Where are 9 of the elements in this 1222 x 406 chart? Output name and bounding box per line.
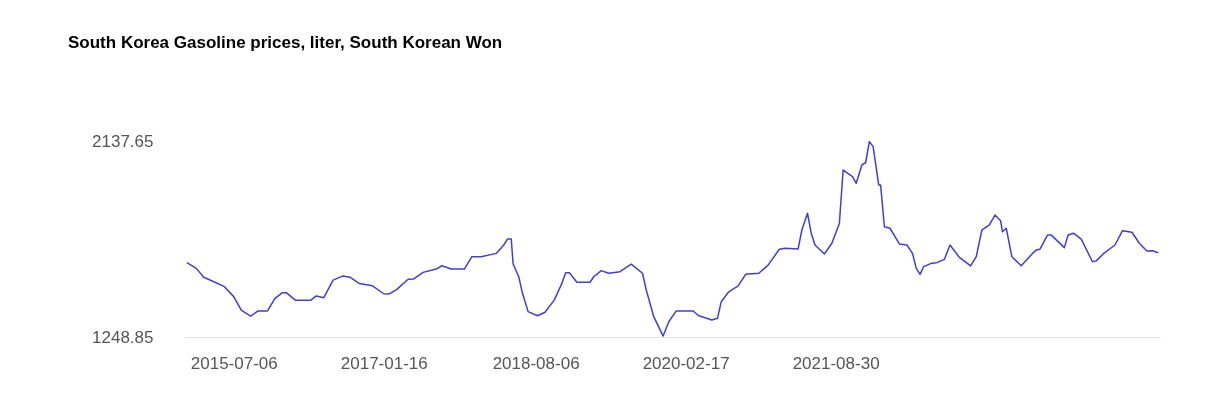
x-tick-label: 2018-08-06	[492, 353, 580, 373]
x-tick-label: 2020-02-17	[642, 353, 730, 373]
y-tick-label: 1248.85	[92, 327, 154, 347]
y-tick-label: 2137.65	[92, 131, 154, 151]
x-tick-label: 2021-08-30	[792, 353, 880, 373]
x-tick-label: 2015-07-06	[190, 353, 278, 373]
chart-title: South Korea Gasoline prices, liter, South Korean Won	[68, 33, 503, 52]
x-tick-label: 2017-01-16	[340, 353, 428, 373]
line-series	[186, 141, 1159, 337]
